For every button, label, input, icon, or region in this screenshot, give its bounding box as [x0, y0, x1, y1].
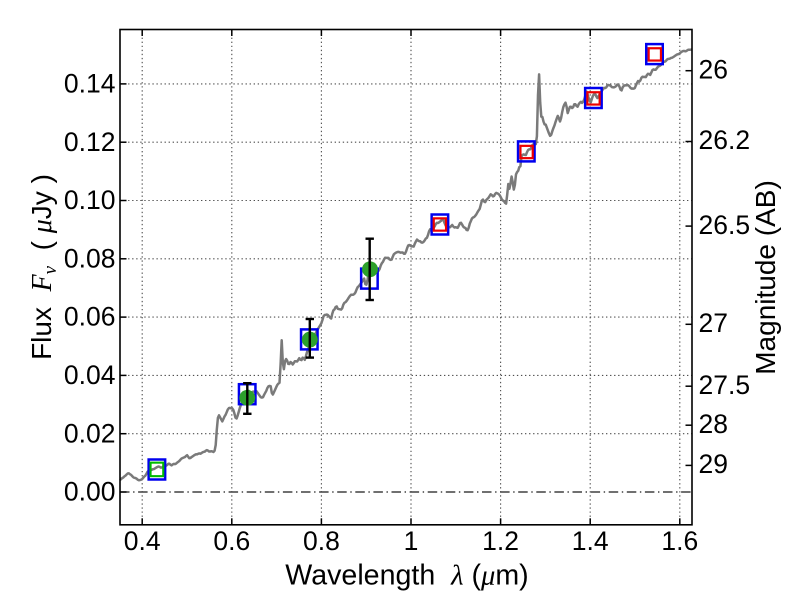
svg-text:0.8: 0.8	[303, 526, 340, 556]
svg-text:0.14: 0.14	[64, 69, 116, 99]
svg-text:26.2: 26.2	[699, 125, 751, 155]
svg-text:1: 1	[404, 526, 419, 556]
svg-text:0.4: 0.4	[124, 526, 161, 556]
svg-text:0.6: 0.6	[213, 526, 250, 556]
svg-text:Wavelength λ (μm): Wavelength λ (μm)	[285, 560, 528, 592]
svg-text:29: 29	[699, 449, 728, 479]
svg-text:27.5: 27.5	[699, 370, 751, 400]
svg-text:0.04: 0.04	[64, 360, 116, 390]
svg-text:26.5: 26.5	[699, 210, 751, 240]
svg-text:1.4: 1.4	[572, 526, 609, 556]
svg-text:1.6: 1.6	[661, 526, 698, 556]
svg-text:0.00: 0.00	[64, 477, 116, 507]
svg-text:27: 27	[699, 308, 728, 338]
svg-text:26: 26	[699, 54, 728, 84]
svg-text:0.12: 0.12	[64, 127, 116, 157]
svg-text:28: 28	[699, 409, 728, 439]
svg-text:1.2: 1.2	[482, 526, 519, 556]
svg-text:Magnitude (AB): Magnitude (AB)	[750, 180, 781, 375]
svg-text:0.10: 0.10	[64, 185, 116, 215]
svg-text:0.08: 0.08	[64, 243, 116, 273]
svg-text:0.06: 0.06	[64, 302, 116, 332]
svg-text:0.02: 0.02	[64, 418, 116, 448]
